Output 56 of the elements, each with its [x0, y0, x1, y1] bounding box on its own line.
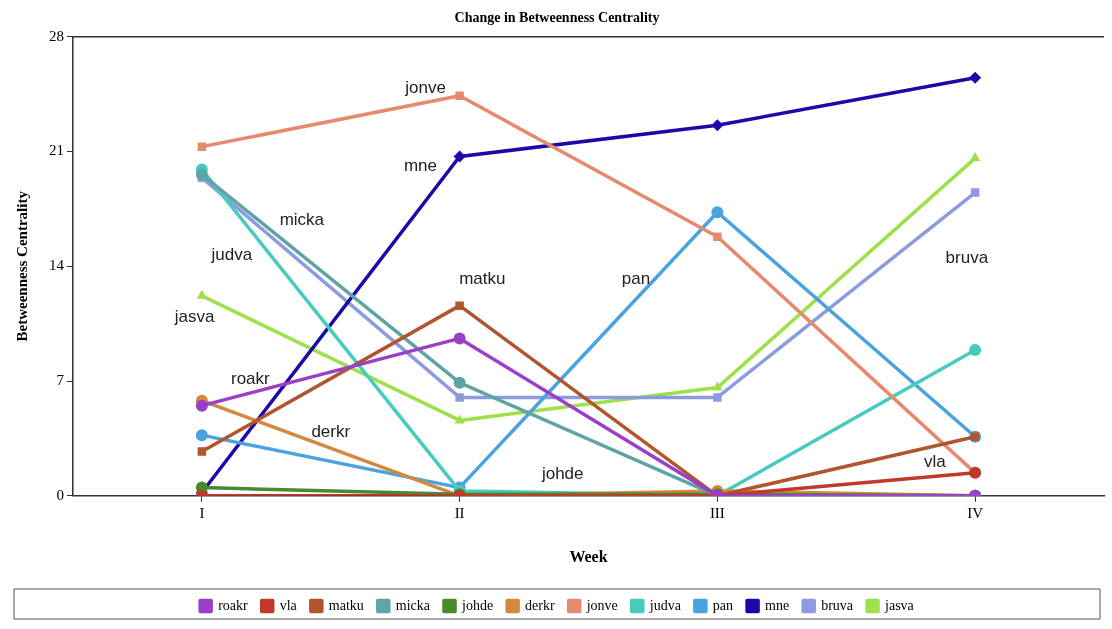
x-axis-title: Week	[569, 547, 608, 565]
point	[195, 168, 208, 181]
y-tick-label: 14	[49, 257, 65, 274]
x-tick-label: I	[199, 504, 205, 521]
point	[455, 91, 464, 101]
point	[195, 429, 208, 442]
point	[455, 301, 464, 310]
legend-label: pan	[712, 597, 734, 613]
point	[197, 447, 207, 456]
text: jonve	[405, 78, 446, 98]
y-tick-label: 28	[49, 27, 64, 44]
legend-label: matku	[328, 597, 364, 613]
chart-title: Change in Betweenness Centrality	[454, 10, 660, 26]
text: derkr	[311, 422, 351, 442]
text: jasva	[174, 306, 215, 326]
point	[197, 142, 207, 151]
point	[713, 232, 722, 242]
y-tick-label: 0	[56, 486, 64, 503]
point	[711, 119, 724, 132]
point	[969, 152, 981, 162]
text: bruva	[945, 248, 989, 268]
x-tick-label: IV	[967, 504, 984, 521]
legend-label: jasva	[884, 597, 915, 613]
point	[455, 393, 464, 402]
y-tick-label: 7	[56, 371, 65, 388]
text: johde	[541, 464, 584, 484]
point	[969, 71, 982, 84]
x-tick-label: II	[454, 504, 465, 521]
text: micka	[279, 210, 325, 230]
legend-label: johde	[461, 597, 494, 613]
point	[453, 332, 466, 345]
text: matku	[459, 269, 506, 289]
point	[711, 206, 724, 219]
y-tick-label: 21	[49, 142, 64, 159]
text: roakr	[230, 369, 270, 389]
legend-label: micka	[395, 597, 431, 613]
legend-label: mne	[765, 597, 790, 613]
x-tick-label: III	[709, 504, 725, 521]
text: judva	[211, 244, 253, 264]
point	[453, 376, 466, 389]
text: pan	[621, 269, 651, 289]
legend-label: jonve	[585, 597, 618, 613]
legend-label: derkr	[525, 597, 555, 613]
point	[195, 399, 208, 412]
point	[712, 381, 723, 391]
text: mne	[403, 156, 437, 176]
legend-label: judva	[648, 597, 682, 613]
legend-label: roakr	[218, 597, 249, 613]
point	[969, 343, 982, 356]
legend-label: bruva	[821, 597, 854, 613]
point	[713, 393, 722, 402]
y-axis-title: Betweenness Centrality	[13, 190, 30, 342]
legend-label: vla	[279, 597, 298, 613]
text: vla	[924, 451, 946, 471]
point	[970, 188, 980, 197]
point	[453, 150, 466, 163]
